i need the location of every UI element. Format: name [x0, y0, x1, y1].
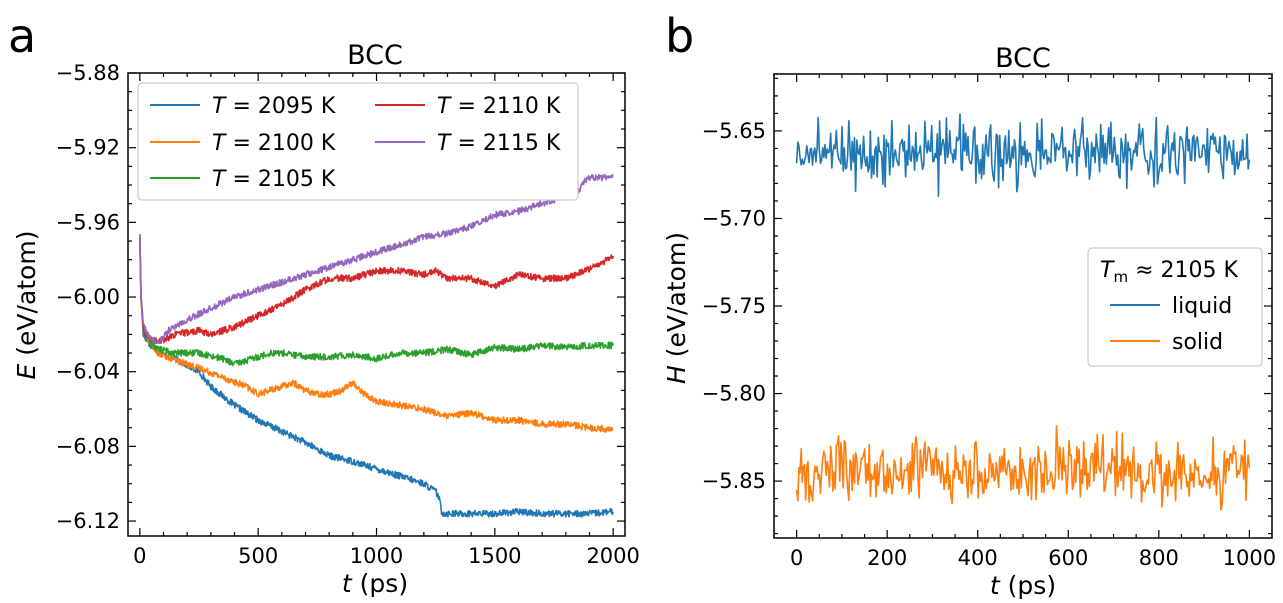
legend-label-liquid: liquid	[1172, 294, 1232, 319]
panel-b-legend: Tm ≈ 2105 K liquid solid	[1087, 247, 1263, 367]
legend-label: T = 2115 K	[437, 131, 561, 156]
panel-a-legend-box	[137, 82, 579, 201]
panel-b: b BCC 0 200 400 600 800 1000 −5.65 −5.70 −5.75 −5…	[662, 9, 1276, 600]
y-tick-label: −6.12	[56, 509, 120, 533]
panel-b-xlabel-var: t	[990, 571, 1001, 600]
x-tick-label: 1500	[468, 544, 521, 568]
series-T-2100-line	[139, 234, 614, 433]
panel-b-xlabel: t (ps)	[990, 571, 1056, 600]
series-T-2115-line	[139, 173, 614, 345]
legend-label: T = 2100 K	[212, 131, 336, 156]
panel-b-title: BCC	[995, 43, 1051, 74]
panel-b-ticks: 0 200 400 600 800 1000 −5.65 −5.70 −5.75 −5.80 −5.…	[702, 74, 1276, 570]
x-tick-label: 1000	[1223, 546, 1276, 570]
x-tick-label: 400	[958, 546, 998, 570]
panel-a-legend-entries: T = 2095 K T = 2100 K T = 2105 K T = 2110 K…	[150, 94, 561, 192]
legend-label-solid: solid	[1172, 330, 1223, 355]
panel-a-xlabel: t (ps)	[342, 569, 408, 598]
panel-b-ylabel: H (eV/atom)	[662, 232, 691, 384]
series-liquid-line	[795, 113, 1251, 198]
panel-a-ylabel-var: E	[12, 363, 41, 379]
legend-label: T = 2105 K	[212, 167, 336, 192]
x-tick-label: 0	[133, 544, 146, 568]
panel-b-legend-title-sub: m	[1113, 268, 1128, 286]
series-T-2095-line	[139, 235, 614, 518]
panel-b-legend-entries: liquid solid	[1110, 294, 1232, 355]
panel-b-legend-title-value: ≈ 2105 K	[1128, 258, 1238, 283]
y-tick-label: −5.70	[702, 206, 766, 230]
y-tick-label: −6.00	[56, 285, 120, 309]
panel-a-legend: T = 2095 K T = 2100 K T = 2105 K T = 2110 K…	[137, 82, 579, 201]
panel-a-xlabel-var: t	[342, 569, 353, 598]
panel-a-letter: a	[8, 9, 36, 63]
series-T-2110-line	[139, 234, 614, 344]
panel-a-series	[139, 173, 614, 518]
y-tick-label: −5.75	[702, 294, 766, 318]
y-tick-label: −6.04	[56, 360, 120, 384]
panel-b-letter: b	[665, 9, 694, 63]
panel-b-legend-title-var: T	[1100, 258, 1115, 283]
x-tick-label: 0	[790, 546, 803, 570]
panel-b-legend-title: Tm ≈ 2105 K	[1100, 258, 1238, 286]
panel-b-ylabel-unit: (eV/atom)	[662, 232, 691, 357]
x-tick-label: 2000	[586, 544, 639, 568]
x-tick-label: 1000	[350, 544, 403, 568]
series-solid-line	[795, 425, 1251, 511]
panel-b-series	[795, 113, 1251, 511]
panel-b-legend-box	[1087, 247, 1263, 367]
legend-label: T = 2110 K	[437, 94, 561, 119]
panel-b-ylabel-var: H	[662, 365, 691, 384]
x-tick-label: 600	[1048, 546, 1088, 570]
y-tick-label: −5.88	[56, 61, 120, 85]
y-tick-label: −5.65	[702, 119, 766, 143]
y-tick-label: −5.96	[56, 210, 120, 234]
x-tick-label: 800	[1139, 546, 1179, 570]
panel-b-xlabel-unit: (ps)	[1008, 571, 1056, 600]
x-tick-label: 200	[867, 546, 907, 570]
y-tick-label: −6.08	[56, 434, 120, 458]
series-T-2105-line	[139, 234, 614, 367]
panel-a-title: BCC	[347, 40, 403, 71]
y-tick-label: −5.92	[56, 136, 120, 160]
panel-a-ylabel-unit: (eV/atom)	[12, 231, 41, 356]
panel-a-xlabel-unit: (ps)	[360, 569, 408, 598]
panel-a-ticks: 0 500 1000 1500 2000 −5.88 −5.92 −5.96 −6.00 −6.0…	[56, 61, 640, 568]
panel-a-ylabel: E (eV/atom)	[12, 231, 41, 380]
legend-label: T = 2095 K	[212, 94, 336, 119]
y-tick-label: −5.85	[702, 469, 766, 493]
panel-a: a BCC 0 500 1000 1500 2000 −5.88 −5.92 −5.96 −6.…	[8, 9, 640, 598]
y-tick-label: −5.80	[702, 382, 766, 406]
x-tick-label: 500	[238, 544, 278, 568]
